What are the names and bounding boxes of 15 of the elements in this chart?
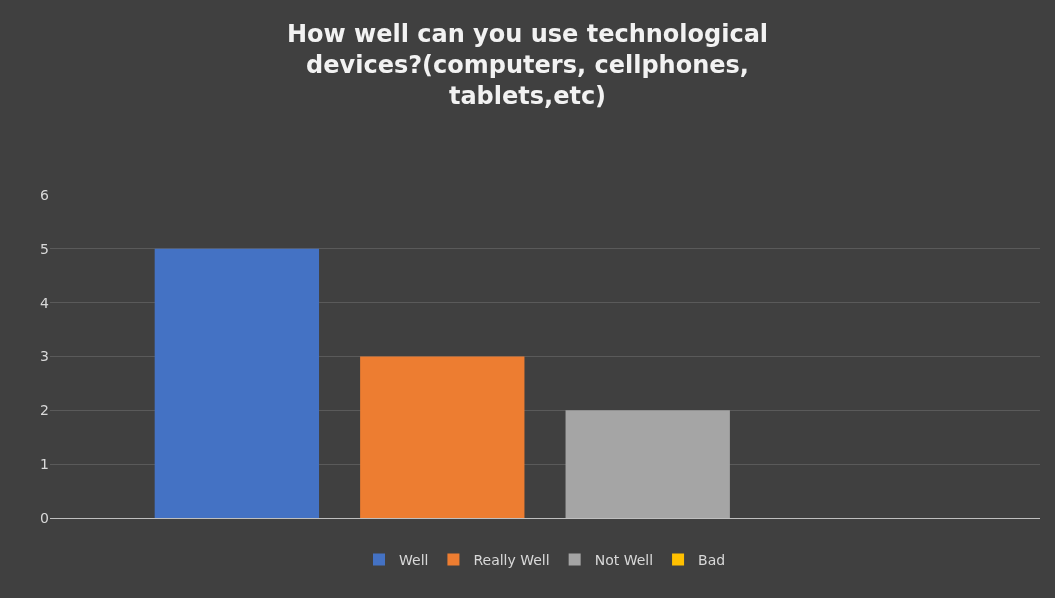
bar [360, 356, 525, 518]
legend-label: Well [399, 551, 429, 568]
y-tick-label: 0 [40, 509, 49, 526]
y-tick-label: 6 [40, 186, 50, 203]
y-tick-label: 4 [40, 294, 50, 311]
y-tick-label: 2 [40, 402, 49, 419]
bar [565, 410, 730, 518]
chart-title: How well can you use technological devices?(computers, cellphones, tablets,etc) [286, 19, 769, 111]
y-tick-label: 5 [40, 240, 49, 257]
legend-label: Bad [698, 551, 726, 568]
legend-label: Not Well [594, 551, 654, 568]
y-tick-label: 3 [40, 348, 49, 365]
bar [154, 248, 320, 518]
y-tick-label: 1 [40, 456, 49, 473]
legend-label: Really Well [473, 551, 550, 568]
